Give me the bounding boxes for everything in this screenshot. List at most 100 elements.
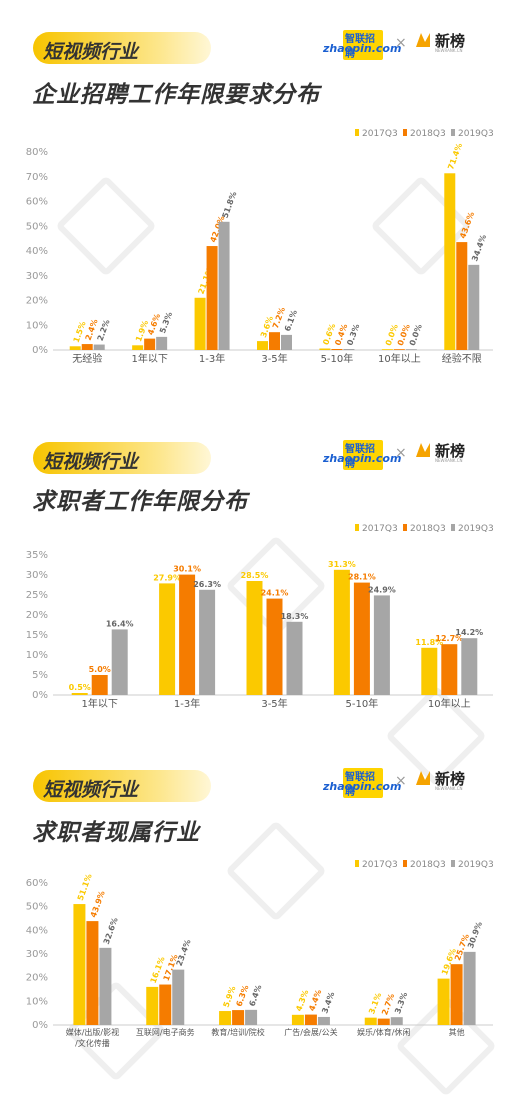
- bar-2018Q3: [144, 338, 156, 350]
- bar-2017Q3: [246, 581, 263, 695]
- bar-2018Q3: [269, 332, 280, 350]
- bar-2017Q3: [71, 693, 88, 695]
- y-tick-label: 10%: [26, 320, 48, 331]
- bar-2019Q3: [156, 336, 168, 350]
- bar-2017Q3: [319, 348, 331, 350]
- category-label: 媒体/出版/影视: [66, 1027, 119, 1037]
- y-tick-label: 60%: [26, 878, 48, 889]
- xinbang-logo-sub: NEWRANK.CN: [435, 48, 463, 53]
- zhaopin-logo-bottom: zhaopin.com: [323, 780, 402, 793]
- y-tick-label: 20%: [26, 973, 48, 984]
- chart-1: 2017Q3 2018Q3 2019Q3 0% 10% 20% 30% 40% 50% 60% 70…: [26, 129, 494, 365]
- bar-2018Q3: [206, 246, 218, 350]
- y-tick-label: 60%: [26, 197, 48, 208]
- chart-2: 2017Q3 2018Q3 2019Q3 0% 5% 10% 15% 20% 25% 30% 35%…: [26, 524, 494, 710]
- bar-2018Q3: [377, 1018, 390, 1025]
- bar-2019Q3: [172, 969, 185, 1025]
- category-label: 3-5年: [261, 352, 287, 365]
- data-label: 27.9%: [153, 573, 181, 582]
- legend-label: 2019Q3: [458, 129, 494, 139]
- bar-2019Q3: [468, 264, 480, 350]
- legend-swatch: [451, 524, 455, 531]
- chart-2-title: 求职者工作年限分布: [32, 489, 248, 515]
- bar-2018Q3: [456, 242, 468, 350]
- bar-2018Q3: [331, 349, 343, 350]
- bar-2017Q3: [219, 1011, 232, 1025]
- section-tag-label: 短视频行业: [43, 41, 139, 63]
- bar-2018Q3: [81, 344, 93, 350]
- data-label: 30.1%: [173, 565, 201, 574]
- data-label: 51.1%: [76, 873, 94, 902]
- zhaopin-logo-bottom: zhaopin.com: [323, 42, 402, 55]
- legend-swatch: [451, 860, 455, 867]
- data-label: 34.4%: [470, 233, 488, 262]
- legend-label: 2017Q3: [362, 524, 398, 534]
- data-label: 14.2%: [455, 628, 483, 637]
- y-tick-label: 30%: [26, 570, 48, 581]
- bar-2019Q3: [463, 951, 476, 1025]
- category-label: 1-3年: [174, 697, 200, 710]
- section-tag: 短视频行业: [33, 770, 211, 802]
- times-sign: ×: [395, 773, 407, 789]
- bar-2019Q3: [111, 629, 128, 695]
- chart-3: 2017Q3 2018Q3 2019Q3 0% 10% 20% 30% 40% 50% 60% 媒体…: [26, 860, 494, 1048]
- brand-logos: 智联招聘 zhaopin.com × 新榜 NEWRANK.CN: [323, 440, 493, 470]
- y-tick-label: 0%: [32, 690, 48, 701]
- y-tick-label: 80%: [26, 147, 48, 158]
- y-tick-label: 30%: [26, 949, 48, 960]
- category-label: 娱乐/体育/休闲: [357, 1027, 410, 1037]
- data-label: 12.7%: [435, 634, 463, 643]
- legend-swatch: [355, 524, 359, 531]
- bar-2018Q3: [353, 582, 370, 695]
- y-tick-label: 40%: [26, 246, 48, 257]
- section-2: 短视频行业 智联招聘 zhaopin.com × 新榜 NEWRANK.CN 求…: [0, 420, 523, 787]
- data-label: 32.6%: [102, 916, 120, 945]
- zhaopin-logo: 智联招聘 zhaopin.com: [323, 768, 401, 798]
- data-label: 3.4%: [320, 991, 336, 1015]
- section-tag-label: 短视频行业: [43, 779, 139, 801]
- bar-2019Q3: [281, 334, 292, 350]
- zhaopin-logo-top: 智联招聘: [343, 30, 383, 60]
- bar-2018Q3: [159, 984, 172, 1025]
- times-sign: ×: [395, 445, 407, 461]
- bar-2019Q3: [99, 947, 112, 1025]
- y-tick-label: 35%: [26, 550, 48, 561]
- category-label: 教育/培训/院校: [211, 1027, 264, 1037]
- category-label: 经验不限: [442, 352, 482, 365]
- bar-2017Q3: [146, 986, 159, 1025]
- bar-2018Q3: [450, 964, 463, 1025]
- bar-2018Q3: [86, 921, 99, 1025]
- y-tick-label: 15%: [26, 630, 48, 641]
- category-label: /文化传播: [75, 1038, 110, 1048]
- y-tick-label: 25%: [26, 590, 48, 601]
- chart-1-title: 企业招聘工作年限要求分布: [32, 82, 320, 108]
- xinbang-logo-icon: [416, 771, 430, 785]
- bar-2018Q3: [393, 349, 405, 350]
- legend-label: 2017Q3: [362, 129, 398, 139]
- data-label: 31.3%: [328, 560, 356, 569]
- category-label: 无经验: [72, 352, 102, 365]
- data-label: 24.9%: [368, 585, 396, 594]
- category-label: 10年以上: [378, 352, 421, 365]
- bar-2017Q3: [437, 978, 450, 1025]
- y-tick-label: 30%: [26, 271, 48, 282]
- section-tag: 短视频行业: [33, 32, 211, 64]
- bar-2018Q3: [232, 1010, 245, 1025]
- category-label: 10年以上: [428, 697, 471, 710]
- y-tick-label: 10%: [26, 650, 48, 661]
- data-label: 24.1%: [261, 589, 289, 598]
- category-label: 5-10年: [346, 697, 379, 710]
- category-label: 1年以下: [82, 697, 118, 710]
- y-tick-label: 5%: [32, 670, 48, 681]
- bar-2018Q3: [179, 574, 196, 695]
- brand-logos: 智联招聘 zhaopin.com × 新榜 NEWRANK.CN: [323, 768, 493, 798]
- data-label: 28.1%: [348, 573, 376, 582]
- xinbang-logo-icon: [416, 443, 430, 457]
- category-label: 1年以下: [131, 352, 167, 365]
- category-label: 3-5年: [261, 697, 287, 710]
- bar-2017Q3: [132, 345, 144, 350]
- bar-2019Q3: [405, 349, 417, 350]
- bar-2017Q3: [421, 647, 438, 695]
- data-label: 16.4%: [106, 619, 134, 628]
- data-label: 51.8%: [220, 190, 238, 219]
